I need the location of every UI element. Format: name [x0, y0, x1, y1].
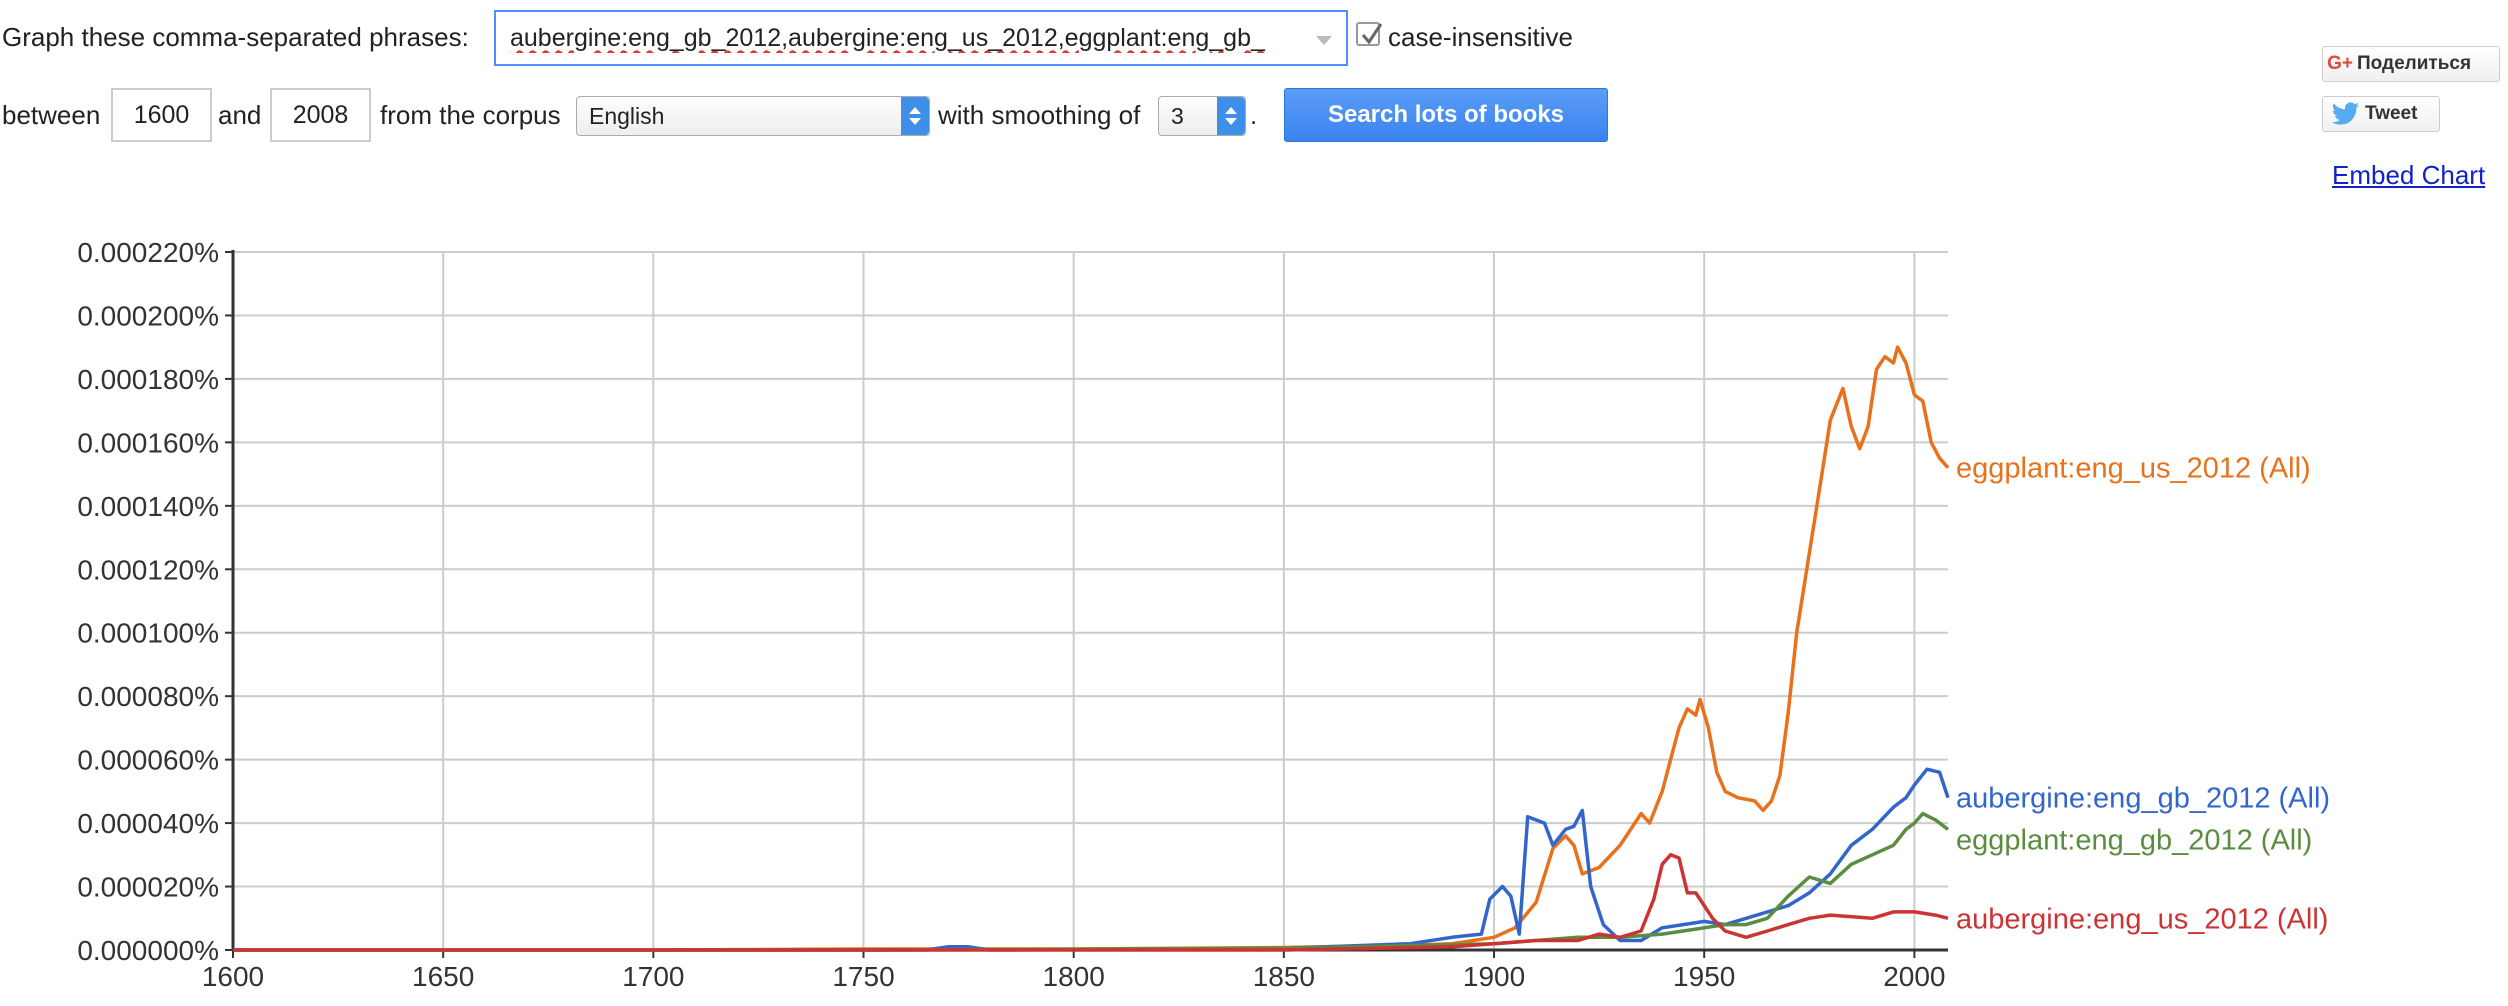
corpus-select-value: English — [589, 103, 665, 129]
x-tick-label: 2000 — [1883, 961, 1945, 992]
smoothing-label: with smoothing of — [938, 100, 1141, 130]
corpus-select[interactable]: English — [576, 96, 930, 136]
case-insensitive-label: case-insensitive — [1388, 22, 1573, 52]
checkmark-icon — [1361, 23, 1383, 45]
series-line — [233, 767, 1950, 952]
y-tick-label: 0.000200% — [77, 300, 219, 331]
x-tick-label: 1750 — [832, 961, 894, 992]
x-tick-label: 1850 — [1253, 961, 1315, 992]
tweet-button[interactable]: Tweet — [2322, 96, 2440, 132]
google-share-button[interactable]: G+ Поделиться — [2322, 46, 2500, 82]
x-tick-label: 1700 — [622, 961, 684, 992]
y-tick-label: 0.000160% — [77, 427, 219, 458]
y-tick-label: 0.000000% — [77, 935, 219, 966]
google-plus-icon: G+ — [2327, 53, 2353, 74]
and-label: and — [218, 100, 262, 130]
corpus-label: from the corpus — [380, 100, 561, 130]
graph-label: Graph these comma-separated phrases: — [2, 22, 469, 52]
y-tick-label: 0.000220% — [77, 237, 219, 268]
smoothing-select-value: 3 — [1171, 103, 1184, 129]
series-line — [233, 345, 1950, 952]
y-tick-label: 0.000140% — [77, 491, 219, 522]
query-dropdown-icon[interactable] — [1316, 36, 1332, 45]
series-line — [233, 853, 1949, 952]
y-tick-label: 0.000060% — [77, 745, 219, 776]
x-tick-label: 1900 — [1463, 961, 1525, 992]
end-year-input[interactable]: 2008 — [270, 88, 371, 142]
x-tick-label: 1950 — [1673, 961, 1735, 992]
select-arrows-icon — [901, 97, 929, 135]
x-tick-label: 1600 — [202, 961, 264, 992]
y-tick-label: 0.000080% — [77, 681, 219, 712]
embed-chart-link[interactable]: Embed Chart — [2332, 160, 2486, 190]
series-line — [233, 811, 1950, 952]
x-tick-label: 1650 — [412, 961, 474, 992]
twitter-bird-icon — [2331, 102, 2359, 125]
smoothing-suffix: . — [1250, 100, 1258, 130]
start-year-input[interactable]: 1600 — [111, 88, 212, 142]
y-tick-label: 0.000020% — [77, 872, 219, 903]
series-label: eggplant:eng_gb_2012 (All) — [1956, 825, 2312, 857]
y-tick-label: 0.000120% — [77, 554, 219, 585]
query-input[interactable]: aubergine:eng_gb_2012,aubergine:eng_us_2… — [494, 10, 1348, 66]
tweet-label: Tweet — [2365, 103, 2418, 124]
series-label: aubergine:eng_us_2012 (All) — [1956, 903, 2328, 935]
series-label: aubergine:eng_gb_2012 (All) — [1956, 783, 2330, 815]
search-button[interactable]: Search lots of books — [1284, 88, 1608, 142]
x-tick-label: 1800 — [1043, 961, 1105, 992]
google-share-label: Поделиться — [2357, 53, 2472, 74]
series-label: eggplant:eng_us_2012 (All) — [1956, 453, 2311, 485]
case-insensitive-checkbox[interactable] — [1356, 22, 1383, 46]
y-tick-label: 0.000100% — [77, 618, 219, 649]
y-tick-label: 0.000040% — [77, 808, 219, 839]
smoothing-select[interactable]: 3 — [1158, 96, 1246, 136]
select-arrows-icon — [1217, 97, 1245, 135]
between-label: between — [2, 100, 101, 130]
query-input-text: aubergine:eng_gb_2012,aubergine:eng_us_2… — [510, 24, 1265, 52]
y-tick-label: 0.000180% — [77, 364, 219, 395]
